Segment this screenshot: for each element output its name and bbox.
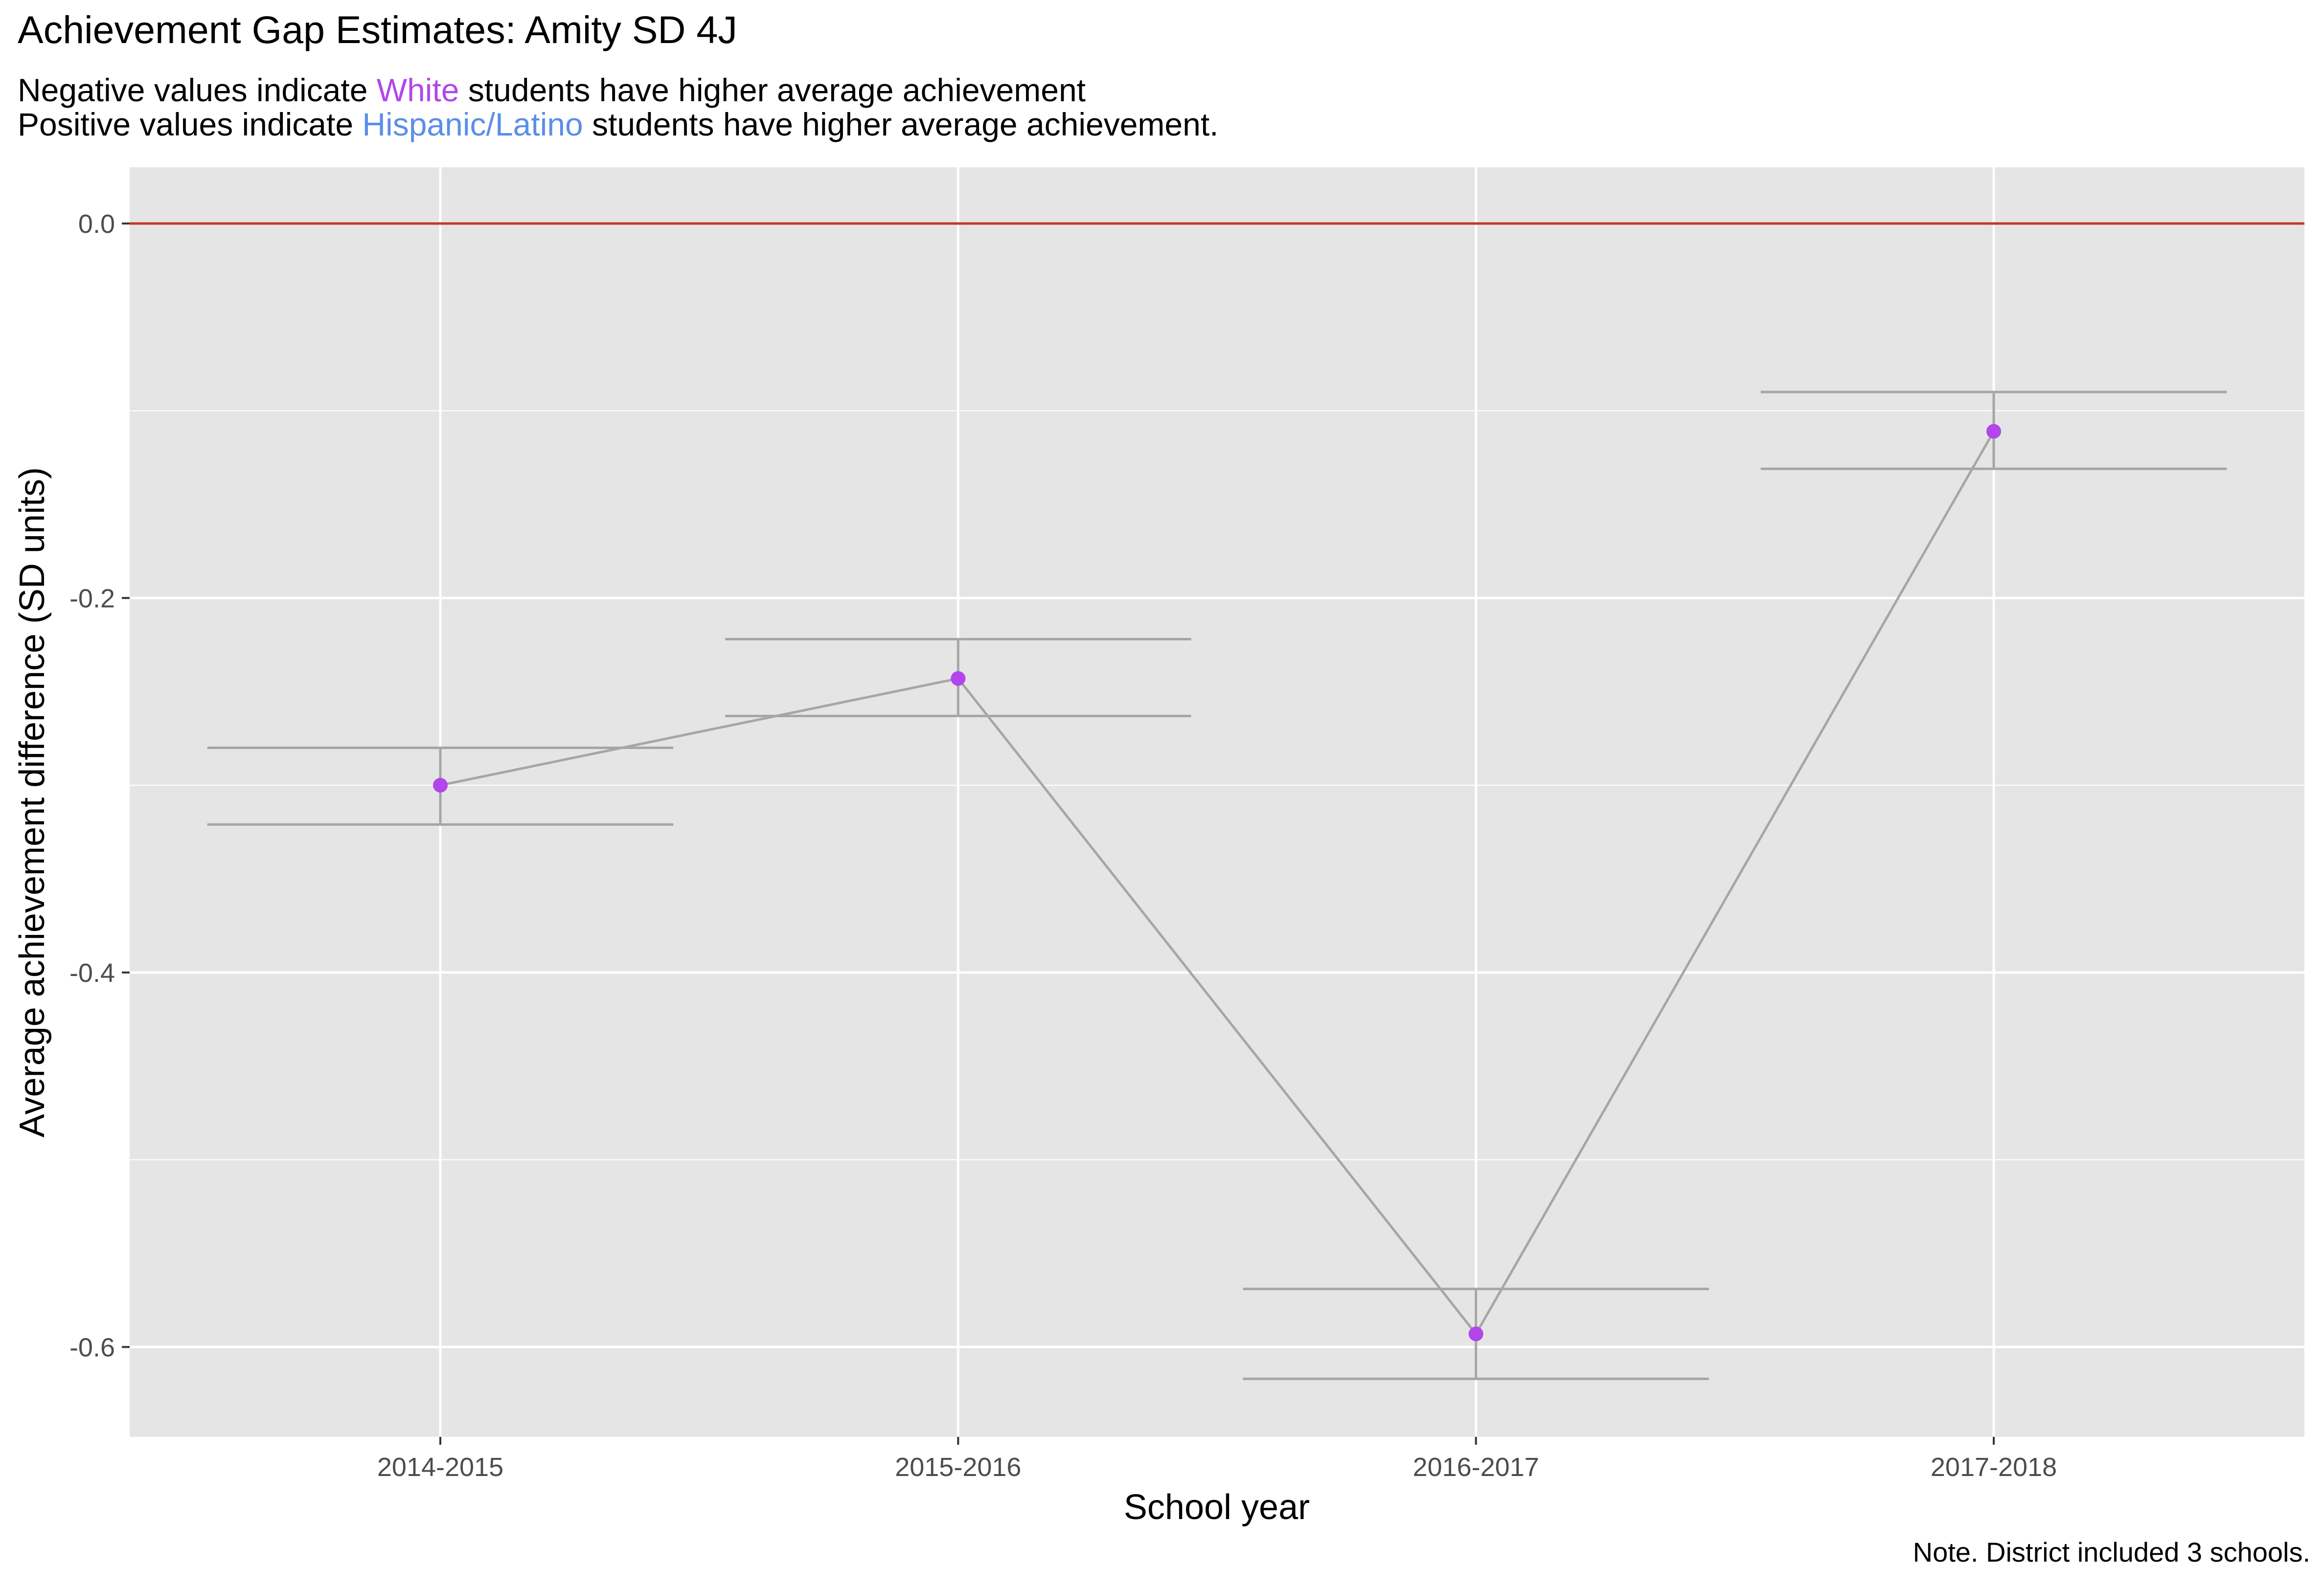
data-point: [951, 671, 966, 686]
data-points: [433, 424, 2001, 1341]
x-axis-ticks: 2014-2015 2015-2016 2016-2017 2017-2018: [377, 1437, 2057, 1482]
minor-gridlines: [130, 410, 2304, 1160]
data-point: [1468, 1326, 1483, 1341]
data-point: [433, 778, 448, 793]
x-axis-title: School year: [1124, 1488, 1310, 1527]
subtitle-2-post: students have higher average achievement…: [583, 106, 1219, 142]
y-tick-label: -0.4: [69, 958, 115, 988]
x-tick-label: 2016-2017: [1413, 1453, 1539, 1482]
error-bars: [207, 390, 2227, 1380]
y-tick-label: 0.0: [78, 209, 115, 239]
subtitle-2-pre: Positive values indicate: [18, 106, 363, 142]
subtitle-group-hispanic: Hispanic/Latino: [362, 106, 583, 142]
x-tick-label: 2015-2016: [895, 1453, 1021, 1482]
chart-title: Achievement Gap Estimates: Amity SD 4J: [18, 8, 737, 51]
subtitle-line-2: Positive values indicate Hispanic/Latino…: [18, 107, 1219, 142]
x-tick-label: 2017-2018: [1931, 1453, 2057, 1482]
subtitle-1-pre: Negative values indicate: [18, 72, 377, 108]
y-axis-ticks: 0.0 -0.2 -0.4 -0.6: [69, 209, 130, 1362]
y-tick-label: -0.2: [69, 584, 115, 613]
caption-note: Note. District included 3 schools.: [1913, 1537, 2310, 1567]
x-tick-label: 2014-2015: [377, 1453, 503, 1482]
plot-panel: [130, 167, 2304, 1437]
data-point: [1986, 424, 2001, 439]
subtitle-1-post: students have higher average achievement: [459, 72, 1086, 108]
y-axis-title: Average achievement difference (SD units…: [13, 467, 52, 1137]
y-tick-label: -0.6: [69, 1333, 115, 1362]
subtitle-line-1: Negative values indicate White students …: [18, 72, 1086, 108]
subtitle-group-white: White: [376, 72, 459, 108]
series-line: [440, 431, 1995, 1336]
